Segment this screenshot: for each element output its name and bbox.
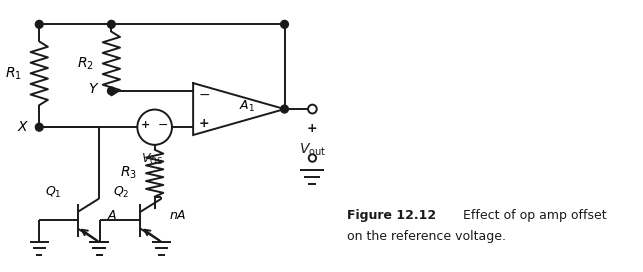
- Text: $A$: $A$: [107, 209, 117, 222]
- Text: Effect of op amp offset: Effect of op amp offset: [455, 209, 606, 222]
- Text: −: −: [158, 119, 168, 132]
- Circle shape: [138, 110, 172, 145]
- Circle shape: [107, 20, 115, 28]
- Text: $nA$: $nA$: [169, 209, 186, 222]
- Text: $X$: $X$: [17, 120, 30, 134]
- Text: $Q_1$: $Q_1$: [46, 185, 62, 200]
- Circle shape: [280, 105, 288, 113]
- Text: $Q_2$: $Q_2$: [113, 185, 129, 200]
- Circle shape: [35, 123, 43, 131]
- Text: $Y$: $Y$: [89, 82, 100, 96]
- Text: $A_1$: $A_1$: [239, 98, 255, 114]
- Text: −: −: [199, 88, 210, 102]
- Circle shape: [308, 105, 317, 113]
- Text: $V_{\mathrm{OS}}$: $V_{\mathrm{OS}}$: [141, 152, 164, 167]
- Circle shape: [107, 87, 115, 95]
- Text: on the reference voltage.: on the reference voltage.: [347, 230, 506, 243]
- Text: $R_3$: $R_3$: [120, 165, 138, 181]
- Circle shape: [35, 20, 43, 28]
- Text: $R_2$: $R_2$: [77, 55, 94, 72]
- Text: +: +: [307, 122, 318, 135]
- Circle shape: [280, 20, 288, 28]
- Text: +: +: [199, 117, 210, 130]
- Circle shape: [309, 154, 316, 162]
- Text: $R_1$: $R_1$: [5, 65, 22, 82]
- Text: +: +: [141, 120, 150, 130]
- Text: $V_{\mathrm{out}}$: $V_{\mathrm{out}}$: [299, 142, 326, 158]
- Text: Figure 12.12: Figure 12.12: [347, 209, 436, 222]
